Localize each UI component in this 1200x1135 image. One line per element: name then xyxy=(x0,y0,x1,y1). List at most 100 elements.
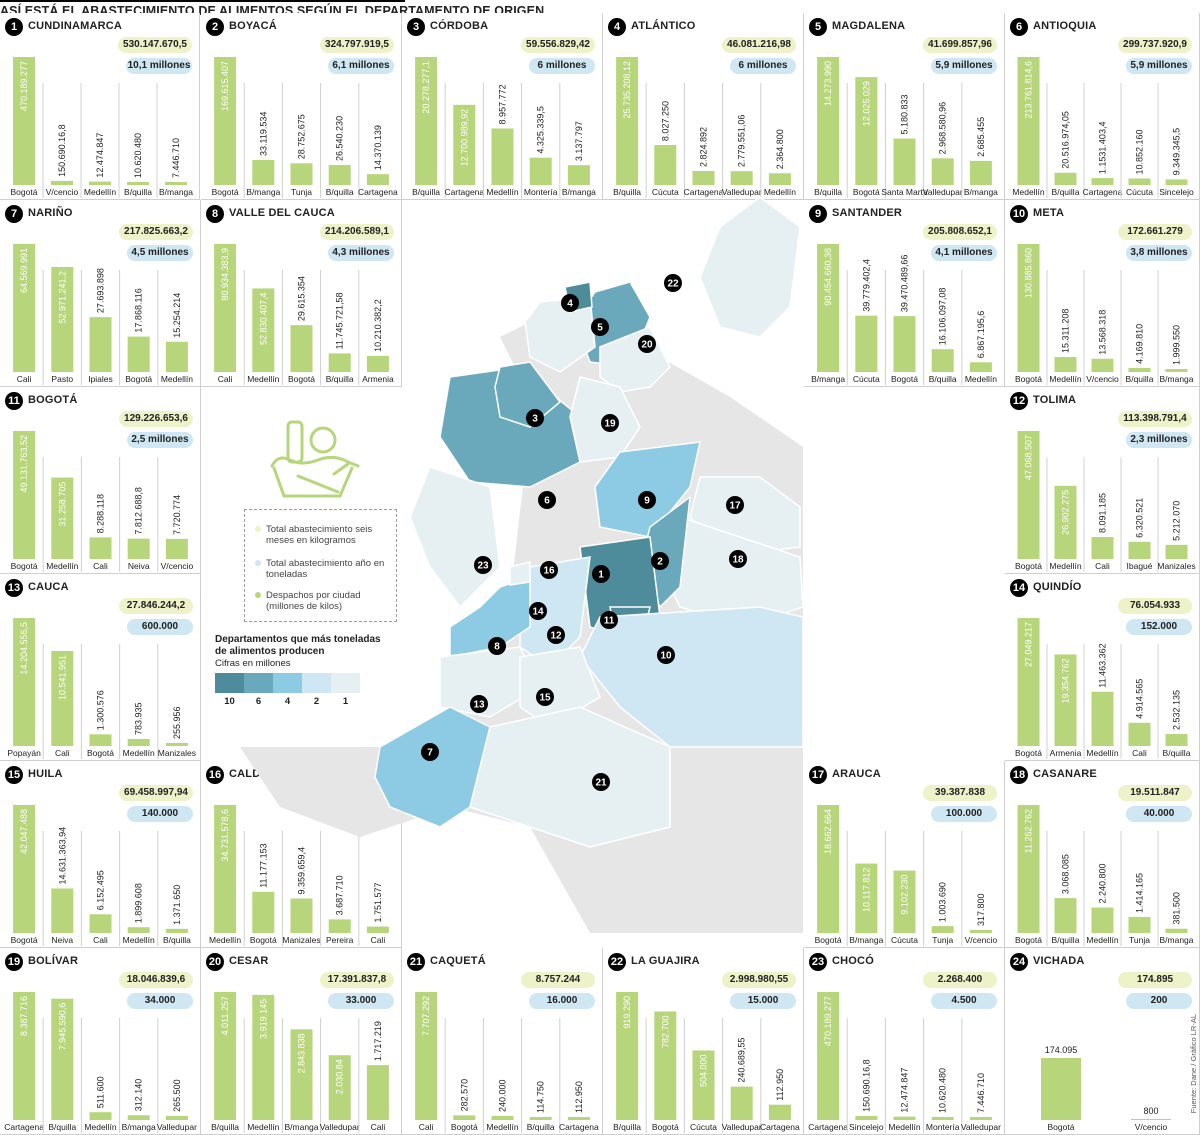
bar xyxy=(1128,367,1151,372)
legend-year-label: Total abastecimiento año en toneladas xyxy=(266,558,385,580)
bar-value-label: 1.899.608 xyxy=(134,883,144,923)
bar xyxy=(1054,654,1077,746)
bar-value-label: 64.569.991 xyxy=(19,248,29,293)
bar-value-label: 1.414.165 xyxy=(1135,873,1145,913)
category-label: B/quilla xyxy=(1052,187,1080,197)
category-label: Medellín xyxy=(1049,561,1081,571)
category-label: Cartagena xyxy=(1083,187,1123,197)
panel-rank: 6 xyxy=(1010,18,1028,36)
marker-label: 18 xyxy=(732,555,744,566)
category-label: Bogotá xyxy=(652,1122,679,1132)
bar-value-label: 1.999.550 xyxy=(1172,325,1182,365)
bar-value-label: 7.446.710 xyxy=(976,1073,986,1113)
bar xyxy=(366,1065,389,1120)
credit: Fuente: Dane / Gráfico LR-AL xyxy=(1189,1013,1198,1113)
vegetables-basket-icon xyxy=(270,420,360,498)
year-total: 5,9 millones xyxy=(1126,58,1192,74)
bar-value-label: 10.117.812 xyxy=(861,868,871,912)
bar-value-label: 3.919.145 xyxy=(258,999,268,1039)
six-months-total: 2.998.980,55 xyxy=(722,972,796,988)
bar-chart: 64.569.991 Cali 52.971.241,2 Pasto 27.693.89… xyxy=(13,244,193,385)
bar-value-label: 213.761.814,6 xyxy=(1024,61,1034,119)
bar-value-label: 2.532.135 xyxy=(1172,690,1182,730)
bar-chart: 42.047.488 Bogotá 14.631.363,94 Neiva 6.152.… xyxy=(11,805,191,946)
legend: Total abastecimiento seis meses en kilog… xyxy=(244,509,397,622)
bar xyxy=(969,1117,992,1120)
legend-six-months: Total abastecimiento seis meses en kilog… xyxy=(255,524,396,546)
bar-value-label: 49.131.763,52 xyxy=(19,435,29,493)
marker-label: 14 xyxy=(532,607,544,618)
bar-chart: 80.934.383,9 Cali 52.830.407,4 Medellín 29.6… xyxy=(214,244,394,385)
marker-label: 3 xyxy=(532,414,538,425)
panel-rank: 12 xyxy=(1010,392,1028,410)
bar xyxy=(89,181,111,185)
map-marker-19: 19 xyxy=(601,414,619,432)
bar-chart: 11.262.762 Bogotá 3.068.085 B/quilla 2.240.8… xyxy=(1015,805,1194,946)
bar xyxy=(1091,537,1114,559)
bar xyxy=(730,171,753,185)
bar-chart: 130.885.860 Bogotá 15.311.208 Medellín 13.56… xyxy=(1015,244,1194,385)
marker-dot xyxy=(664,274,682,292)
scale-subtitle: Cifras en millones xyxy=(215,658,291,669)
category-label: Tunja xyxy=(932,935,953,945)
panel-rank: 17 xyxy=(809,766,827,784)
bar xyxy=(328,164,351,185)
bar-chart: 14.204.556,5 Popayán 10.541.951 Cali 1.300.5… xyxy=(7,618,196,759)
bar-value-label: 7.945.590,6 xyxy=(57,1003,67,1051)
bar xyxy=(89,537,112,559)
category-label: B/manga xyxy=(562,187,596,197)
bar xyxy=(165,538,188,559)
map-marker-17: 17 xyxy=(726,496,744,514)
panel-title: CHOCÓ xyxy=(832,955,874,967)
scale-label: 6 xyxy=(255,696,262,707)
bar-value-label: 26.540.230 xyxy=(335,116,345,161)
panel-title: CAQUETÁ xyxy=(430,955,486,967)
category-label: Cúcuta xyxy=(652,187,679,197)
dept-shape xyxy=(439,646,541,718)
panel-rank: 19 xyxy=(5,953,23,971)
scale-label: 1 xyxy=(342,696,349,707)
bar-value-label: 5.180.833 xyxy=(900,94,910,134)
panel-title: ARAUCA xyxy=(832,768,881,780)
six-months-total: 76.054.933 xyxy=(1118,598,1192,614)
panel-casanare: 11.262.762 Bogotá 3.068.085 B/quilla 2.240.8… xyxy=(1005,761,1200,948)
category-label: Bogotá xyxy=(891,374,918,384)
bar-chart: 90.454.660,38 B/manga 39.779.402,4 Cúcuta 39… xyxy=(811,244,997,385)
category-label: Medellín xyxy=(486,187,518,197)
bar xyxy=(654,1011,677,1120)
scale-label: 2 xyxy=(313,696,320,707)
bar xyxy=(290,898,313,933)
marker-dot xyxy=(526,409,544,427)
bar xyxy=(855,315,878,372)
category-label: Cartagena xyxy=(808,1122,848,1132)
bar xyxy=(13,992,36,1120)
panel-magdalena: 14.273.990 B/quilla 12.025.029 Bogotá 5.180.… xyxy=(804,13,1005,200)
category-label: Valledupar xyxy=(722,187,762,197)
bar-chart: 169.615.407 Bogotá 33.119.534 B/manga 28.752… xyxy=(212,57,398,198)
category-label: Medellín xyxy=(1049,374,1081,384)
bar-value-label: 4.325.339,5 xyxy=(536,106,546,154)
six-months-total: 174.895 xyxy=(1118,972,1192,988)
map-marker-11: 11 xyxy=(600,611,618,629)
bar xyxy=(1128,916,1151,933)
panel-rank: 21 xyxy=(407,953,425,971)
bar-value-label: 10.852.160 xyxy=(1135,129,1145,174)
dept-shape xyxy=(409,466,501,609)
bar-value-label: 20.278.277,1 xyxy=(421,61,431,114)
bar-value-label: 1.717.219 xyxy=(373,1021,383,1061)
bar xyxy=(931,1117,954,1120)
bar xyxy=(127,182,149,185)
bar xyxy=(1128,178,1151,185)
panel-rank: 13 xyxy=(5,579,23,597)
bar xyxy=(817,244,840,372)
bar-chart: 49.131.763,52 Bogotá 31.258.705 Medellín 8.2… xyxy=(11,431,193,572)
year-total: 100.000 xyxy=(931,806,997,822)
bar xyxy=(252,288,275,372)
bar xyxy=(214,57,237,185)
category-label: Cali xyxy=(371,1122,386,1132)
panel-arauca: 18.662.664 Bogotá 10.117.812 B/manga 9.102.2… xyxy=(804,761,1005,948)
panel-córdoba: 20.278.277,1 B/quilla 12.700.989,92 Cartage… xyxy=(402,13,603,200)
year-total: 5,9 millones xyxy=(931,58,997,74)
bar xyxy=(290,163,313,185)
bar-chart: 18.662.664 Bogotá 10.117.812 B/manga 9.102.2… xyxy=(815,805,997,946)
